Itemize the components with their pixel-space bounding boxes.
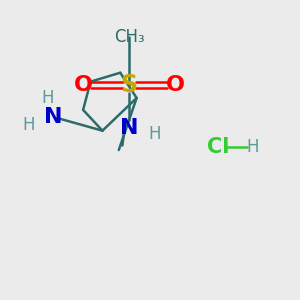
Text: H: H — [41, 89, 54, 107]
Text: H: H — [246, 138, 259, 156]
Text: CH₃: CH₃ — [114, 28, 145, 46]
Text: O: O — [74, 75, 93, 94]
Text: H: H — [148, 125, 161, 143]
Text: H: H — [22, 116, 34, 134]
Text: Cl: Cl — [207, 137, 230, 157]
Text: N: N — [120, 118, 138, 138]
Text: S: S — [121, 73, 138, 97]
Text: N: N — [44, 107, 63, 127]
Text: O: O — [166, 75, 185, 94]
